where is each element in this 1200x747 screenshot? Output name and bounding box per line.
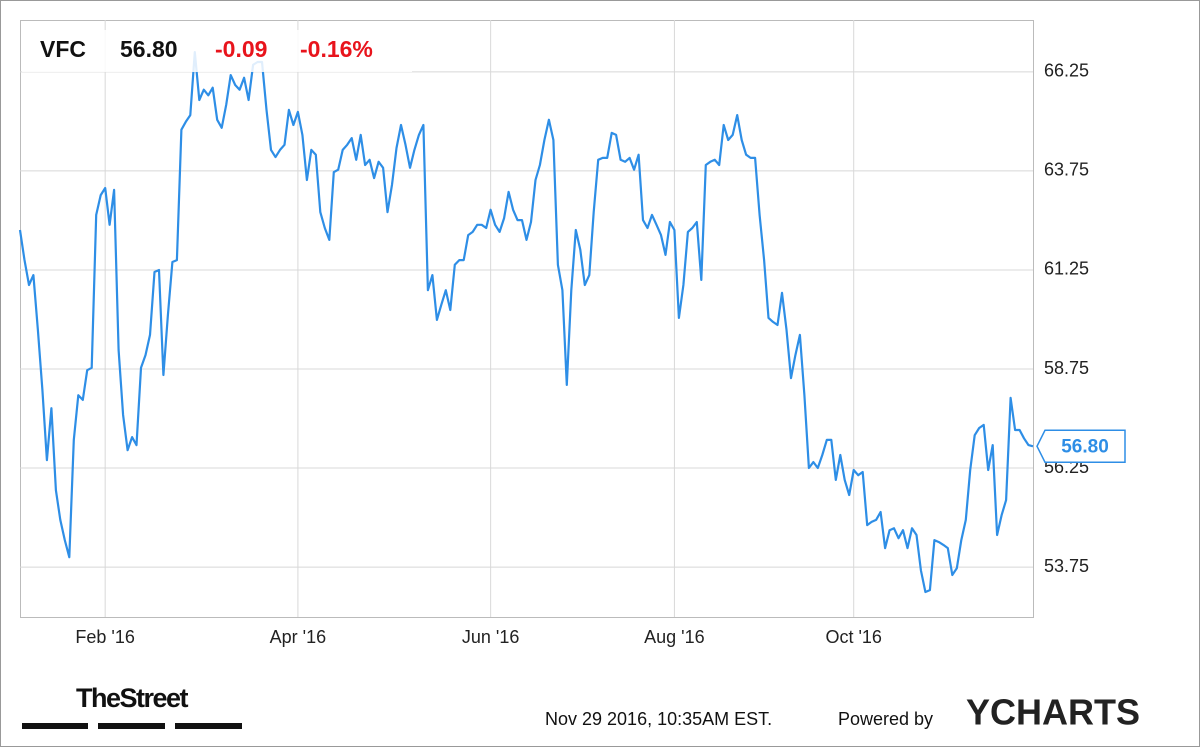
change-pct: -0.16% xyxy=(300,36,373,62)
price: 56.80 xyxy=(120,36,178,62)
y-tick-label: 58.75 xyxy=(1044,358,1089,378)
x-tick-label: Oct '16 xyxy=(825,627,881,647)
logo-bar xyxy=(175,723,242,729)
y-tick-label: 53.75 xyxy=(1044,556,1089,576)
x-tick-label: Feb '16 xyxy=(75,627,134,647)
y-tick-label: 63.75 xyxy=(1044,160,1089,180)
logo-bar xyxy=(98,723,165,729)
brand: YCHARTS xyxy=(966,692,1140,733)
logo-bar xyxy=(22,723,88,729)
price-line xyxy=(18,51,1034,594)
y-tick-label: 66.25 xyxy=(1044,61,1089,81)
change: -0.09 xyxy=(215,36,267,62)
plot-area xyxy=(20,20,1034,618)
last-value-box xyxy=(1036,429,1126,464)
header-box xyxy=(22,30,412,72)
lines xyxy=(18,51,1034,594)
last-value-label: 56.80 xyxy=(1061,436,1109,457)
x-tick-label: Apr '16 xyxy=(270,627,326,647)
powered-by: Powered by xyxy=(838,709,933,729)
x-tick-label: Jun '16 xyxy=(462,627,519,647)
logo: TheStreet xyxy=(76,683,189,713)
x-tick-label: Aug '16 xyxy=(644,627,705,647)
symbol: VFC xyxy=(40,36,86,62)
timestamp: Nov 29 2016, 10:35AM EST. xyxy=(545,709,772,729)
y-tick-label: 61.25 xyxy=(1044,259,1089,279)
